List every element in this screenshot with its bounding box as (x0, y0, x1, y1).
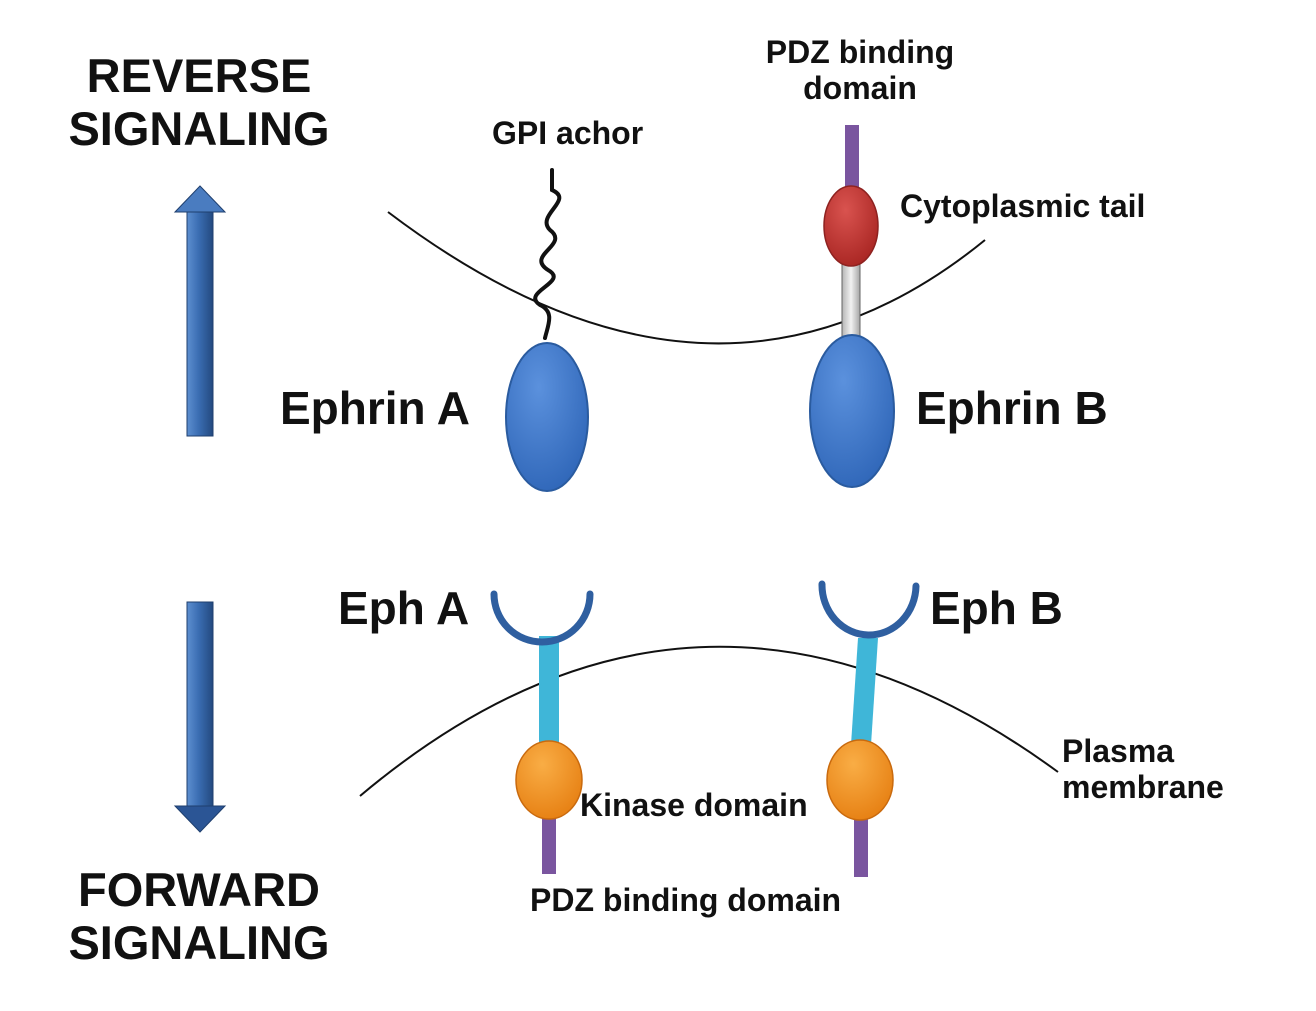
plasma-membrane-line-1: Plasma (1062, 733, 1175, 769)
pdz-binding-domain-top-line-2: domain (803, 69, 917, 106)
eph-b-stem (850, 638, 878, 760)
eph-b-kinase-domain (826, 739, 894, 821)
lower-plasma-membrane (359, 645, 1059, 797)
reverse-signaling-line-1: REVERSE (86, 49, 312, 102)
ephrin-b-cytoplasmic-tail (823, 185, 879, 267)
eph-a-stem (539, 636, 559, 754)
eph-b-pdz-binding-domain (854, 805, 868, 877)
eph-b-binding-cup (818, 580, 920, 639)
gpi-anchor-squiggle (533, 168, 562, 340)
ephrin-a-label: Ephrin A (280, 382, 470, 434)
cytoplasmic-tail-label: Cytoplasmic tail (900, 188, 1146, 224)
ephrin-b-transmembrane-segment (841, 253, 861, 341)
eph-a-kinase-domain (515, 740, 583, 820)
pdz-binding-domain-top-label: PDZ binding domain (740, 34, 980, 107)
forward-signaling-line-1: FORWARD (78, 863, 320, 916)
eph-a-binding-cup (490, 590, 594, 646)
forward-signaling-arrow (173, 601, 227, 833)
reverse-signaling-label: REVERSE SIGNALING (40, 49, 358, 155)
forward-signaling-label: FORWARD SIGNALING (40, 863, 358, 969)
pdz-binding-domain-top-line-1: PDZ binding (765, 34, 955, 70)
upper-plasma-membrane (387, 211, 986, 345)
gpi-anchor-label: GPI achor (492, 115, 644, 151)
plasma-membrane-label: Plasma membrane (1062, 733, 1224, 806)
ephrin-b-pdz-binding-domain (845, 125, 859, 195)
reverse-signaling-line-2: SIGNALING (68, 101, 330, 155)
eph-a-label: Eph A (338, 582, 470, 634)
plasma-membrane-line-2: membrane (1062, 768, 1224, 805)
forward-signaling-line-2: SIGNALING (68, 915, 330, 969)
eph-b-label: Eph B (930, 582, 1063, 634)
pdz-binding-domain-bottom-label: PDZ binding domain (530, 882, 842, 918)
ephrin-b-label: Ephrin B (916, 382, 1108, 434)
ephrin-b-ligand (809, 334, 895, 488)
reverse-signaling-arrow (173, 185, 227, 437)
ephrin-a-ligand (505, 342, 589, 492)
kinase-domain-label: Kinase domain (580, 787, 808, 823)
